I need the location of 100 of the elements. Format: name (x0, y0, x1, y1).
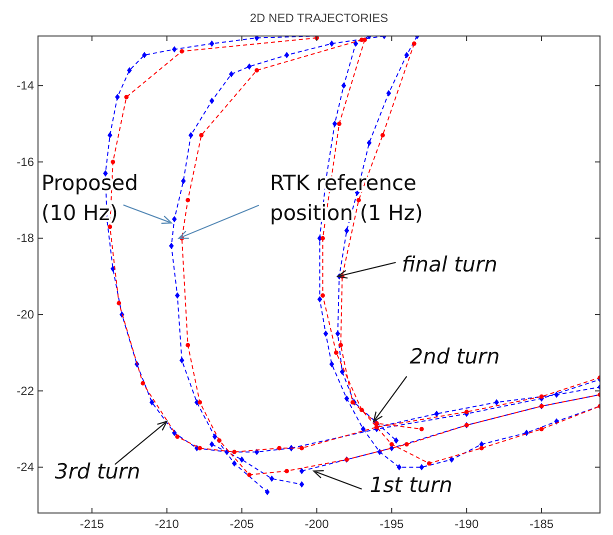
point (254, 36, 260, 42)
point (115, 94, 120, 100)
point (299, 481, 304, 488)
point (269, 475, 274, 482)
y-tick-label: -20 (16, 308, 34, 322)
point (389, 442, 394, 447)
y-tick-label: -24 (16, 460, 34, 474)
point (360, 426, 366, 432)
annotation: 3rd turn (54, 459, 140, 484)
point (209, 40, 214, 47)
point (246, 63, 252, 70)
point (337, 122, 342, 126)
y-tick-label: -16 (16, 154, 34, 169)
point (217, 438, 222, 443)
point (168, 242, 174, 250)
point (320, 293, 325, 298)
point (198, 446, 202, 450)
point (524, 430, 529, 436)
point (374, 421, 379, 426)
point (254, 68, 260, 73)
point (228, 70, 234, 78)
x-tick-label: -200 (304, 517, 330, 531)
point (180, 49, 184, 54)
point (323, 330, 328, 337)
point (284, 468, 289, 474)
point (150, 399, 154, 406)
point (386, 90, 392, 96)
point (174, 292, 180, 299)
point (239, 456, 244, 463)
point (335, 330, 340, 337)
point (124, 94, 129, 100)
point (449, 456, 454, 463)
point (539, 394, 544, 399)
point (366, 140, 372, 146)
point (332, 120, 338, 127)
x-tick-label: -190 (454, 517, 479, 531)
point (247, 472, 252, 478)
point (209, 441, 214, 448)
point (108, 132, 112, 138)
point (338, 342, 343, 348)
point (356, 198, 361, 202)
point (140, 381, 146, 386)
point (479, 446, 484, 450)
point (494, 399, 499, 406)
point (353, 40, 358, 47)
annotation: final turn (402, 252, 498, 276)
point (180, 178, 186, 184)
y-tick-label: -18 (16, 231, 34, 246)
y-tick-label: -22 (16, 384, 34, 398)
point (198, 400, 202, 405)
point (340, 368, 345, 376)
point (329, 360, 334, 368)
point (108, 224, 112, 229)
point (396, 464, 402, 470)
annotation: 1st turn (370, 473, 452, 498)
point (539, 426, 544, 432)
point (464, 410, 469, 414)
point (419, 426, 424, 432)
x-tick-label: -195 (380, 517, 404, 531)
point (344, 395, 350, 402)
point (212, 433, 218, 440)
point (116, 300, 122, 306)
y-tick-label: -14 (16, 78, 34, 93)
point (110, 160, 116, 164)
point (142, 52, 147, 58)
point (344, 227, 350, 234)
chart-title: 2D NED TRAJECTORIES (250, 11, 388, 25)
point (127, 67, 132, 74)
point (232, 460, 237, 467)
point (172, 216, 177, 222)
point (554, 392, 559, 398)
point (320, 236, 325, 240)
point (434, 410, 440, 417)
point (404, 52, 410, 58)
point (362, 38, 367, 42)
point (426, 461, 432, 466)
point (188, 132, 194, 138)
point (299, 468, 304, 474)
point (419, 464, 424, 470)
point (300, 446, 304, 450)
point (110, 266, 116, 272)
point (412, 41, 416, 46)
point (209, 98, 214, 104)
point (172, 46, 177, 53)
point (186, 198, 190, 202)
point (394, 437, 399, 444)
point (175, 434, 180, 439)
x-tick-label: -215 (80, 517, 104, 531)
point (172, 430, 177, 436)
x-tick-label: -210 (154, 517, 180, 531)
point (334, 350, 338, 355)
point (186, 342, 190, 348)
point (264, 488, 270, 496)
x-tick-label: -205 (230, 517, 254, 531)
point (329, 40, 334, 47)
point (317, 296, 322, 303)
point (341, 82, 346, 89)
point (277, 446, 282, 450)
point (199, 133, 204, 138)
point (232, 450, 237, 454)
